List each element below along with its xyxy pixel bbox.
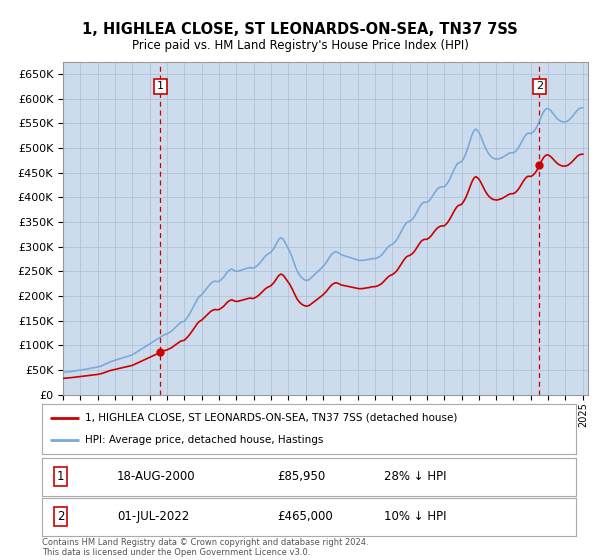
Text: 2: 2 <box>57 510 64 524</box>
Text: Price paid vs. HM Land Registry's House Price Index (HPI): Price paid vs. HM Land Registry's House … <box>131 39 469 52</box>
Text: 01-JUL-2022: 01-JUL-2022 <box>117 510 189 524</box>
Text: 1: 1 <box>57 470 64 483</box>
Text: Contains HM Land Registry data © Crown copyright and database right 2024.
This d: Contains HM Land Registry data © Crown c… <box>42 538 368 557</box>
Text: 10% ↓ HPI: 10% ↓ HPI <box>384 510 446 524</box>
Text: £465,000: £465,000 <box>277 510 333 524</box>
Text: 2: 2 <box>536 81 543 91</box>
Text: 18-AUG-2000: 18-AUG-2000 <box>117 470 196 483</box>
Text: 1, HIGHLEA CLOSE, ST LEONARDS-ON-SEA, TN37 7SS (detached house): 1, HIGHLEA CLOSE, ST LEONARDS-ON-SEA, TN… <box>85 413 457 423</box>
Text: 28% ↓ HPI: 28% ↓ HPI <box>384 470 446 483</box>
Text: 1: 1 <box>157 81 164 91</box>
Text: £85,950: £85,950 <box>277 470 325 483</box>
Text: 1, HIGHLEA CLOSE, ST LEONARDS-ON-SEA, TN37 7SS: 1, HIGHLEA CLOSE, ST LEONARDS-ON-SEA, TN… <box>82 22 518 38</box>
Text: HPI: Average price, detached house, Hastings: HPI: Average price, detached house, Hast… <box>85 435 323 445</box>
